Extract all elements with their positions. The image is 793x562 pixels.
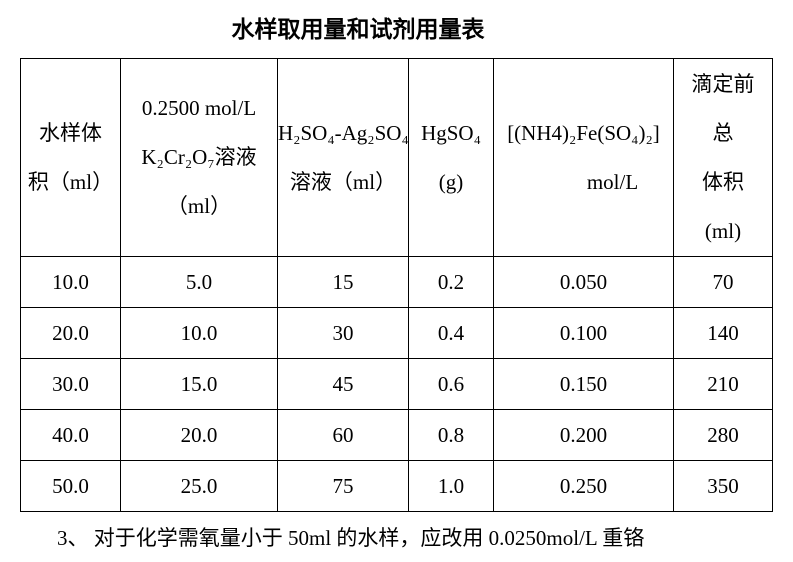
table-row: 10.0 5.0 15 0.2 0.050 70 [20, 256, 773, 308]
table-cell: 0.6 [408, 358, 494, 410]
table-cell: 40.0 [20, 409, 121, 461]
col-header-ammonium-ferrous-sulfate: [(NH4)₂Fe(SO₄)₂] mol/L [493, 58, 674, 257]
table-cell: 10.0 [120, 307, 278, 359]
table-cell: 75 [277, 460, 409, 512]
reagent-dosage-table: 水样体 积（ml） 0.2500 mol/L K₂Cr₂O₇溶液 （ml） H₂… [20, 58, 773, 512]
header-line: H₂SO₄-Ag₂SO₄ [278, 120, 409, 145]
table-cell: 70 [673, 256, 773, 308]
header-line: [(NH4)₂Fe(SO₄)₂] [507, 120, 660, 145]
col-header-water-sample-volume: 水样体 积（ml） [20, 58, 121, 257]
table-cell: 0.050 [493, 256, 674, 308]
table-cell: 5.0 [120, 256, 278, 308]
table-cell: 0.200 [493, 409, 674, 461]
header-line: K₂Cr₂O₇溶液 [141, 145, 257, 169]
table-cell: 280 [673, 409, 773, 461]
footnote-text: 3、 对于化学需氧量小于 50ml 的水样，应改用 0.0250mol/L 重铬 [57, 526, 645, 550]
header-line: (g) [438, 169, 464, 194]
table-cell: 350 [673, 460, 773, 512]
table-cell: 45 [277, 358, 409, 410]
table-cell: 1.0 [408, 460, 494, 512]
table-cell: 0.250 [493, 460, 674, 512]
header-line: 体积 [702, 169, 744, 194]
table-cell: 20.0 [120, 409, 278, 461]
table-cell: 50.0 [20, 460, 121, 512]
table-cell: 140 [673, 307, 773, 359]
col-header-k2cr2o7-solution: 0.2500 mol/L K₂Cr₂O₇溶液 （ml） [120, 58, 278, 257]
table-row: 20.0 10.0 30 0.4 0.100 140 [20, 307, 773, 359]
table-cell: 0.2 [408, 256, 494, 308]
header-line: 滴定前 [691, 71, 755, 96]
table-row: 40.0 20.0 60 0.8 0.200 280 [20, 409, 773, 461]
header-line: 总 [712, 120, 734, 145]
header-line: mol/L [586, 169, 639, 194]
table-cell: 0.100 [493, 307, 674, 359]
table-cell: 60 [277, 409, 409, 461]
col-header-h2so4-ag2so4-solution: H₂SO₄-Ag₂SO₄ 溶液（ml） [277, 58, 409, 257]
col-header-hgso4: HgSO₄ (g) [408, 58, 494, 257]
table-cell: 0.150 [493, 358, 674, 410]
col-header-total-volume-before-titration: 滴定前 总 体积 (ml) [673, 58, 773, 257]
table-cell: 20.0 [20, 307, 121, 359]
header-line: 水样体 [39, 120, 102, 145]
table-cell: 30.0 [20, 358, 121, 410]
header-row: 水样体 积（ml） 0.2500 mol/L K₂Cr₂O₇溶液 （ml） H₂… [20, 58, 773, 257]
table-caption: 水样取用量和试剂用量表 [231, 17, 485, 42]
header-line: (ml) [704, 218, 742, 243]
table-cell: 30 [277, 307, 409, 359]
table-cell: 210 [673, 358, 773, 410]
header-line: 积（ml） [27, 169, 114, 194]
table-cell: 0.4 [408, 307, 494, 359]
table-cell: 25.0 [120, 460, 278, 512]
table-cell: 15.0 [120, 358, 278, 410]
table-cell: 15 [277, 256, 409, 308]
table-row: 30.0 15.0 45 0.6 0.150 210 [20, 358, 773, 410]
header-line: 0.2500 mol/L [141, 96, 257, 120]
header-line: （ml） [166, 194, 232, 218]
table-cell: 10.0 [20, 256, 121, 308]
table-row: 50.0 25.0 75 1.0 0.250 350 [20, 460, 773, 512]
header-line: 溶液（ml） [289, 169, 397, 194]
table-cell: 0.8 [408, 409, 494, 461]
header-line: HgSO₄ [421, 120, 481, 145]
